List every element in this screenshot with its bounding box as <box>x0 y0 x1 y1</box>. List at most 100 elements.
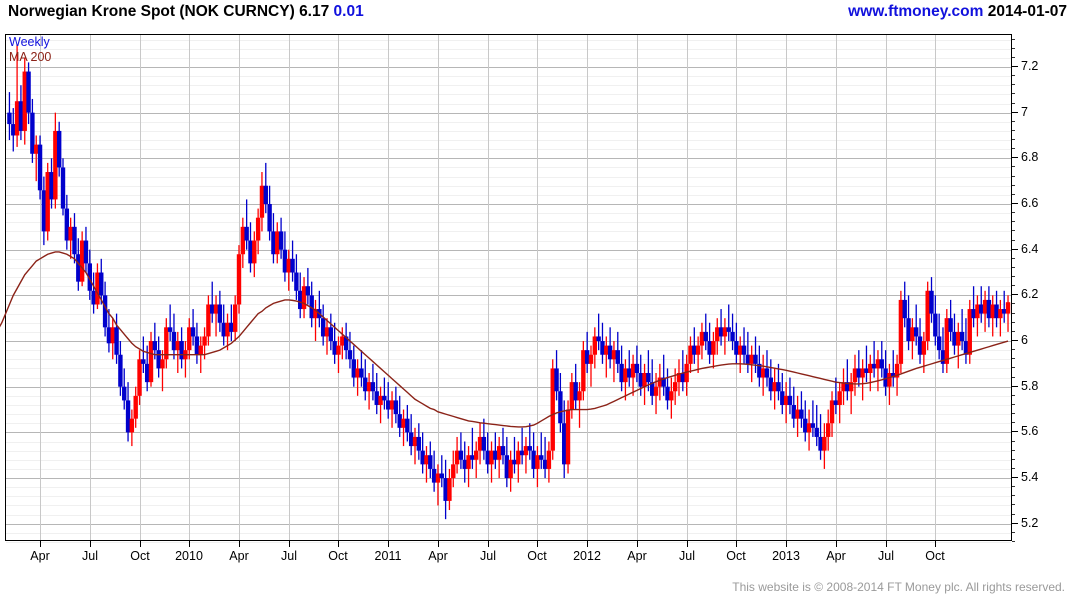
candle-body <box>611 350 617 360</box>
candle-body <box>757 363 762 378</box>
candle-body <box>382 395 387 401</box>
gridline-minor <box>6 40 1011 41</box>
gridline-minor <box>6 231 1011 232</box>
y-axis-tick-minor <box>1012 57 1015 58</box>
gridline-vertical <box>836 35 837 540</box>
candle-body <box>34 144 39 154</box>
candle-body <box>963 341 969 355</box>
candle-body <box>118 354 123 387</box>
gridline-minor <box>6 323 1011 324</box>
y-axis-tick-minor <box>1012 39 1015 40</box>
candle-body <box>952 331 957 346</box>
candle-body <box>783 395 789 405</box>
candle-body <box>657 377 663 387</box>
candle-body <box>99 272 104 296</box>
candle-body <box>998 309 1003 319</box>
site-url-link[interactable]: www.ftmoney.com <box>848 3 984 20</box>
y-axis-tick-minor <box>1012 166 1015 167</box>
candle-body <box>332 341 337 355</box>
candle-body <box>665 386 670 401</box>
plot-area[interactable] <box>0 34 1012 543</box>
x-axis-label: Jul <box>878 549 894 563</box>
x-axis-tick <box>90 541 91 547</box>
gridline-minor <box>6 423 1011 424</box>
candle-body <box>542 459 548 469</box>
candle-body <box>734 341 739 355</box>
candle-body <box>133 395 138 419</box>
gridline-minor <box>6 104 1011 105</box>
candle-body <box>956 331 961 346</box>
candle-body <box>248 240 253 264</box>
candle-body <box>167 327 173 332</box>
candle-body <box>695 345 701 355</box>
candle-body <box>592 336 598 355</box>
candle-body <box>11 124 16 136</box>
candle-body <box>738 345 743 355</box>
candle-body <box>535 455 540 469</box>
candle-body <box>787 395 793 405</box>
candle-body <box>933 313 938 337</box>
candle-body <box>156 350 161 369</box>
candle-body <box>420 450 425 465</box>
candle-body <box>397 414 402 428</box>
gridline-vertical <box>140 35 141 540</box>
candle-body <box>87 263 92 291</box>
candle-body <box>772 382 777 392</box>
gridline-minor <box>6 542 1011 543</box>
candle-body <box>856 368 862 378</box>
y-axis-tick-minor <box>1012 267 1015 268</box>
x-axis: Apr Jul Oct 2010 Apr Jul Oct 2011 Apr Jul Oct 2012 A… <box>5 541 1013 569</box>
candle-body <box>95 272 100 305</box>
candle-body <box>18 101 24 131</box>
candle-body <box>125 400 131 433</box>
y-axis-tick-minor <box>1012 459 1015 460</box>
candle-body <box>814 427 819 437</box>
gridline-minor <box>6 451 1011 452</box>
candle-body <box>1005 302 1011 314</box>
candle-body <box>868 363 873 373</box>
candle-body <box>462 459 467 469</box>
candle-body <box>481 436 487 451</box>
candle-body <box>179 341 184 360</box>
candle-body <box>489 450 494 465</box>
candle-body <box>206 304 211 337</box>
gridline-minor <box>6 268 1011 269</box>
header-right-group: www.ftmoney.com 2014-01-07 <box>848 3 1067 21</box>
candle-body <box>902 299 907 319</box>
gridline-major <box>6 432 1011 433</box>
candle-body <box>374 391 379 405</box>
candle-body <box>516 450 521 465</box>
candle-body <box>906 318 911 342</box>
legend-ma200: MA 200 <box>9 50 52 64</box>
candle-body <box>715 327 720 342</box>
candle-body <box>550 368 555 451</box>
candle-body <box>661 377 666 387</box>
candle-body <box>102 295 108 328</box>
y-axis-tick <box>1012 203 1018 204</box>
y-axis-tick <box>1012 340 1018 341</box>
x-axis-label: Jul <box>82 549 98 563</box>
candle-body <box>726 327 731 332</box>
candle-body <box>370 382 376 392</box>
candle-body <box>271 231 276 255</box>
x-axis-tick <box>289 541 290 547</box>
candle-body <box>573 382 578 401</box>
y-axis-tick-minor <box>1012 121 1015 122</box>
y-axis-tick-minor <box>1012 221 1015 222</box>
y-axis-tick <box>1012 157 1018 158</box>
candle-body <box>692 345 697 355</box>
gridline-minor <box>6 167 1011 168</box>
gridline-vertical <box>40 35 41 540</box>
y-axis-label: 5.4 <box>1021 470 1039 484</box>
candle-body <box>313 309 318 319</box>
gridline-minor <box>6 58 1011 59</box>
ma200-line <box>0 251 1009 428</box>
candle-body <box>30 112 35 154</box>
x-axis-tick <box>488 541 489 547</box>
candle-body <box>986 299 992 319</box>
y-axis-label: 6.2 <box>1021 287 1039 301</box>
candle-body <box>891 373 896 378</box>
candle-body <box>110 327 115 344</box>
candle-body <box>286 258 291 273</box>
candle-body <box>470 455 475 460</box>
